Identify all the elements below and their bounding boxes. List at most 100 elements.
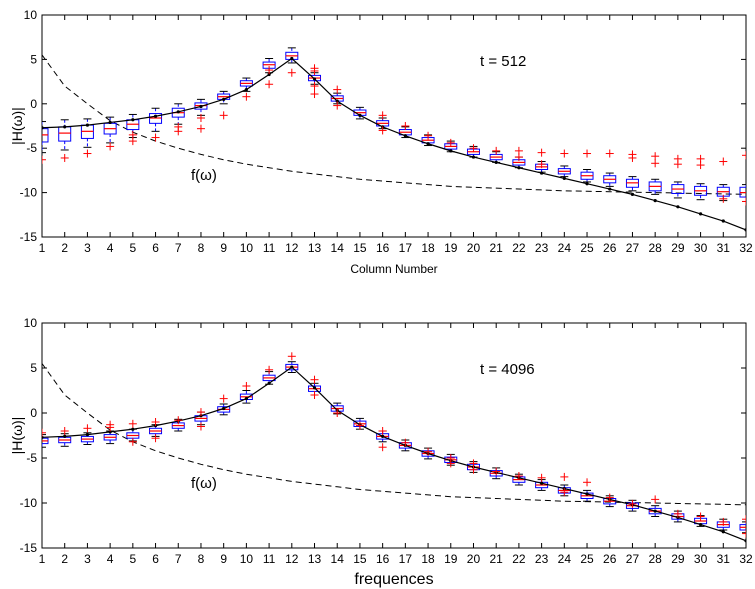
- outlier-marker: [310, 90, 319, 99]
- true-curve-point: [312, 77, 317, 81]
- annotation-t: t = 4096: [480, 361, 535, 378]
- outlier-marker: [719, 194, 728, 203]
- dashed-curve-f: [42, 54, 746, 195]
- true-curve-point: [517, 166, 521, 170]
- y-tick-label: 5: [30, 361, 37, 375]
- true-curve-point: [267, 381, 271, 385]
- outlier-marker: [560, 488, 569, 497]
- x-tick-label: 24: [558, 241, 572, 255]
- true-curve-point: [403, 134, 407, 138]
- x-tick-label: 20: [467, 552, 481, 566]
- plot-frame: [41, 14, 747, 238]
- outlier-marker: [378, 111, 387, 120]
- x-tick-label: 26: [603, 241, 617, 255]
- y-tick-label: 0: [30, 406, 37, 420]
- outlier-marker: [446, 138, 455, 147]
- x-axis-label: frequences: [354, 571, 433, 588]
- boxplot-28: [648, 178, 662, 195]
- outlier-marker: [128, 130, 137, 139]
- boxplot-10: [239, 390, 253, 404]
- x-tick-label: 28: [648, 241, 662, 255]
- outlier-marker: [310, 64, 319, 73]
- outlier-marker: [287, 68, 296, 77]
- x-tick-label: 17: [399, 241, 413, 255]
- y-tick-label: -5: [26, 451, 37, 465]
- outlier-marker: [219, 111, 228, 120]
- x-tick-label: 10: [240, 552, 254, 566]
- true-curve-point: [222, 406, 226, 411]
- true-curve-point: [630, 192, 635, 196]
- x-tick-label: 12: [285, 241, 299, 255]
- boxplot-12: [285, 361, 299, 373]
- y-tick-label: -15: [20, 230, 38, 244]
- x-tick-label: 11: [263, 552, 276, 566]
- outlier-marker: [196, 422, 205, 431]
- true-curve-point: [358, 113, 362, 117]
- true-curve-point: [562, 176, 566, 180]
- boxplot-3: [80, 432, 94, 445]
- true-curve-point: [426, 142, 430, 146]
- true-curve-point: [653, 198, 657, 203]
- x-tick-label: 23: [535, 552, 549, 566]
- x-tick-label: 32: [739, 552, 753, 566]
- outlier-marker: [196, 124, 205, 133]
- true-curve-point: [381, 434, 385, 438]
- outlier-marker: [537, 160, 546, 169]
- x-tick-label: 27: [626, 552, 640, 566]
- x-axis-label: Column Number: [350, 262, 437, 276]
- outlier-marker: [605, 149, 614, 158]
- x-tick-label: 1: [39, 552, 46, 566]
- x-tick-label: 10: [240, 241, 254, 255]
- true-curve-point: [199, 104, 203, 109]
- dashed-curve-f: [42, 363, 746, 506]
- true-curve-point: [585, 182, 589, 186]
- x-tick-label: 9: [220, 241, 227, 255]
- outlier-marker: [673, 509, 682, 518]
- outlier-marker: [151, 133, 160, 142]
- true-curve-point: [698, 523, 703, 527]
- x-tick-label: 29: [671, 241, 685, 255]
- true-curve-point: [653, 509, 657, 513]
- x-tick-label: 3: [84, 241, 91, 255]
- outlier-marker: [651, 495, 660, 504]
- outlier-marker: [378, 126, 387, 135]
- x-tick-label: 8: [198, 552, 205, 566]
- x-tick-label: 22: [512, 552, 526, 566]
- outlier-marker: [401, 438, 410, 447]
- x-tick-label: 23: [535, 241, 549, 255]
- x-tick-label: 27: [626, 241, 640, 255]
- x-tick-label: 3: [84, 552, 91, 566]
- boxplot-5: [126, 113, 140, 139]
- x-tick-label: 21: [490, 552, 504, 566]
- outlier-marker: [42, 155, 46, 164]
- outlier-marker: [560, 472, 569, 481]
- outlier-marker: [378, 443, 387, 452]
- outlier-marker: [492, 467, 501, 476]
- outlier-marker: [310, 82, 319, 91]
- outlier-marker: [196, 114, 205, 123]
- true-curve: [42, 57, 746, 231]
- y-tick-label: 5: [30, 52, 37, 66]
- true-curve-point: [108, 430, 112, 434]
- boxplot-6: [149, 107, 163, 132]
- outlier-marker: [83, 424, 92, 433]
- x-tick-label: 14: [331, 552, 345, 566]
- outlier-marker: [151, 418, 160, 426]
- x-tick-label: 13: [308, 552, 322, 566]
- x-tick-label: 7: [175, 241, 182, 255]
- true-curve-point: [312, 386, 317, 390]
- x-tick-label: 2: [61, 552, 68, 566]
- y-tick-label: -5: [26, 141, 37, 155]
- true-curve-point: [721, 219, 725, 223]
- boxplot-29: [671, 181, 685, 199]
- outlier-marker: [355, 421, 364, 430]
- true-curve-point: [244, 397, 248, 401]
- true-curve-point: [335, 99, 339, 103]
- outlier-marker: [537, 473, 546, 482]
- outlier-marker: [83, 149, 92, 158]
- boxplot-27: [625, 176, 639, 192]
- x-tick-label: 22: [512, 241, 526, 255]
- outlier-marker: [469, 144, 478, 153]
- outlier-marker: [106, 142, 115, 151]
